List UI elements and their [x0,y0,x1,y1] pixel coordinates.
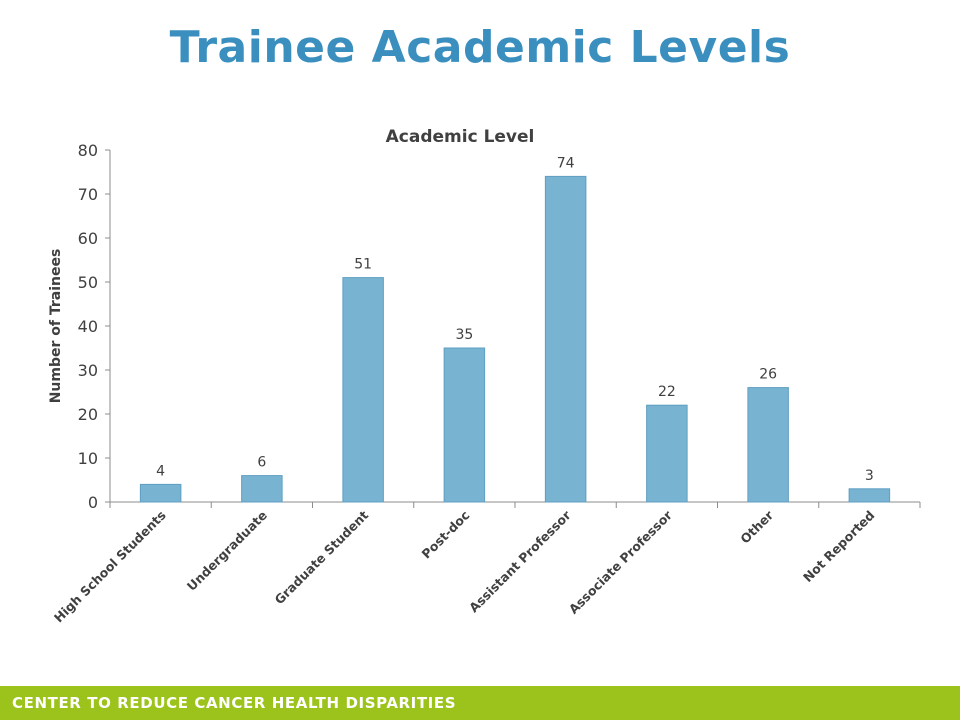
x-tick-label: Undergraduate [184,508,270,594]
x-tick-label: Post-doc [419,508,473,562]
chart-title: Academic Level [386,127,535,147]
bar [747,387,789,503]
chart-axes [105,149,921,508]
footer-bar: CENTER TO REDUCE CANCER HEALTH DISPARITI… [0,686,960,720]
y-tick-label: 60 [78,229,98,248]
data-label: 6 [257,455,266,471]
data-label: 35 [455,327,473,343]
y-tick-label: 80 [78,141,98,160]
bar [848,488,891,503]
data-label: 26 [759,367,777,383]
y-axis-label: Number of Trainees [48,249,64,404]
x-tick-label: Other [737,507,777,547]
bar [544,175,587,503]
data-label: 22 [658,384,676,400]
x-tick-label: Graduate Student [271,507,371,607]
y-tick-label: 70 [78,185,98,204]
footer-text: CENTER TO REDUCE CANCER HEALTH DISPARITI… [12,694,457,712]
bar [646,404,688,503]
x-tick-label: Not Reported [800,508,877,585]
bar [443,347,486,503]
data-label: 74 [557,155,575,171]
x-tick-label: High School Students [51,508,169,626]
bar [342,277,384,503]
slide-title: Trainee Academic Levels [169,22,791,73]
y-tick-label: 40 [78,317,98,336]
x-tick-label: Assistant Professor [466,507,574,615]
bar [241,475,283,503]
bar-chart: Academic Level Number of Trainees 0 10 20 3… [48,127,921,626]
data-label: 4 [156,463,165,479]
data-label: 51 [354,257,372,273]
x-tick-label: Associate Professor [566,507,676,617]
y-tick-label: 20 [78,405,98,424]
y-tick-label: 50 [78,273,98,292]
y-tick-label: 0 [88,493,98,512]
chart-bars [139,175,891,503]
y-tick-label: 10 [78,449,98,468]
y-tick-label: 30 [78,361,98,380]
bar [139,483,182,503]
data-label: 3 [865,468,874,484]
